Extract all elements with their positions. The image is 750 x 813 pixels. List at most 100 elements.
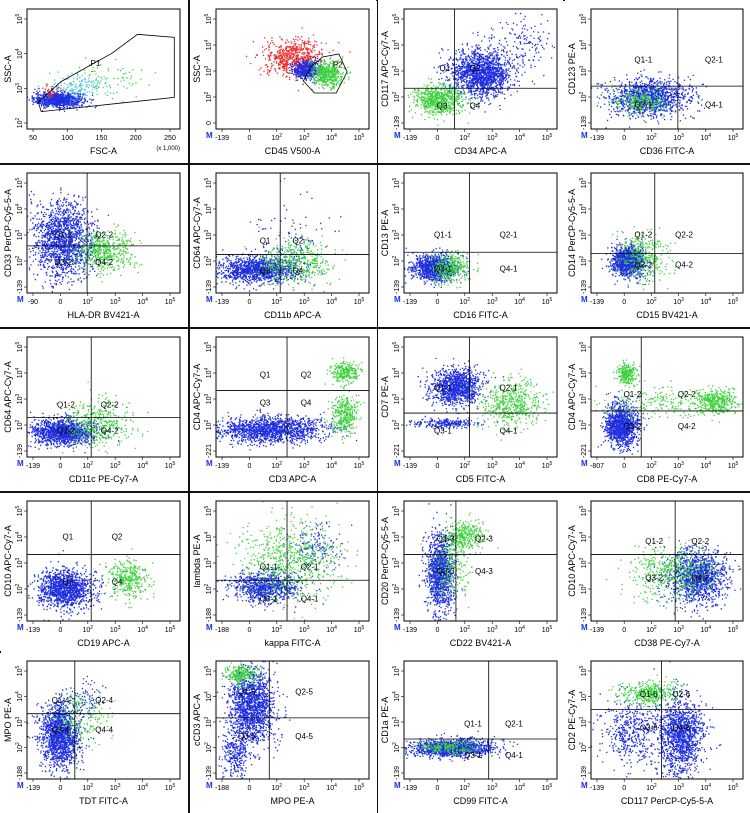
quadrant-label: Q3-1 — [434, 265, 452, 274]
y-tick-label: 105 — [579, 505, 588, 516]
x-axis-label: TDT FITC-A — [79, 796, 128, 806]
y-axis-label: CD64 APC-Cy7-A — [192, 197, 202, 269]
x-axis-label: CD117 PerCP-Cy5-5-A — [621, 796, 713, 806]
x-tick-label: 0 — [58, 299, 62, 306]
quadrant-label: Q3-2 — [624, 422, 642, 431]
quadrant-label: Q4-1 — [500, 426, 518, 435]
x-tick-label: 105 — [542, 461, 553, 470]
corner-m-badge: M — [581, 131, 588, 140]
quadrant-label: Q3-1 — [260, 595, 278, 604]
y-tick-label: 103 — [392, 393, 401, 404]
x-tick-label: 103 — [487, 783, 498, 792]
y-axis-label: CD4 APC-Cy7-A — [567, 364, 577, 431]
x-tick-label: 200 — [130, 135, 142, 142]
dot-plot-panel: Q1-2 Q2-2 Q3-2 Q4-2 -90 0 102 103 104 105 -139 102 1… — [1, 165, 188, 327]
quadrant-label: Q4-1 — [301, 595, 319, 604]
x-tick-label: 104 — [514, 297, 525, 306]
x-tick-label: 105 — [542, 133, 553, 142]
x-tick-label: 0 — [247, 299, 251, 306]
x-tick-label: -139 — [215, 463, 229, 470]
gate-label: P1 — [91, 59, 101, 68]
plot-frame — [26, 500, 181, 622]
x-axis-label: CD36 FITC-A — [640, 146, 695, 156]
quadrant-label: Q3 — [260, 267, 271, 276]
event-cloud — [216, 521, 353, 613]
quadrant-label: Q3-1 — [634, 101, 652, 110]
event-dots — [404, 247, 479, 289]
x-tick-label: 104 — [514, 461, 525, 470]
corner-m-badge: M — [17, 623, 24, 632]
event-dots — [27, 548, 155, 621]
quadrant-label: Q1-2 — [645, 537, 663, 546]
quadrant-label: Q4-3 — [475, 567, 493, 576]
x-tick-label: 105 — [165, 783, 176, 792]
y-tick-label: -139 — [581, 608, 588, 622]
event-cloud — [418, 503, 463, 621]
plot-frame — [26, 172, 181, 294]
dot-plot-panel: P1 50 100 150 200 250 102 103 104 105 FSC-A (x 1,00… — [1, 1, 188, 163]
x-tick-label: 102 — [646, 297, 657, 306]
y-tick-label: -221 — [581, 444, 588, 458]
corner-m-badge: M — [394, 295, 401, 304]
x-axis-label: CD22 BV421-A — [450, 638, 512, 648]
y-tick-label: -188 — [206, 608, 213, 622]
plot-frame — [403, 660, 558, 780]
x-tick-label: -188 — [215, 627, 229, 634]
dot-plot-panel: Q1-1 Q2-1 Q3-1 Q4-1 -139 0 102 103 104 105 -221 102… — [378, 329, 565, 491]
event-dots — [593, 359, 743, 455]
y-axis-label: CD1a PE-A — [380, 697, 390, 744]
dot-plot-svg: Q1-1 Q2-1 Q3-1 Q4-1 -139 0 102 103 104 105 -139 102… — [567, 8, 744, 156]
y-tick-label: 102 — [204, 419, 213, 430]
quadrant-label: Q1-1 — [434, 384, 452, 393]
x-tick-label: 105 — [165, 297, 176, 306]
y-tick-label: -139 — [581, 280, 588, 294]
event-cloud — [243, 226, 348, 293]
y-tick-label: -139 — [17, 608, 24, 622]
y-tick-label: 102 — [15, 742, 24, 753]
y-tick-label: -139 — [206, 766, 213, 780]
quadrant-label: Q1-1 — [634, 56, 652, 65]
x-tick-label: 102 — [272, 297, 283, 306]
quadrant-label: Q4-2 — [678, 422, 696, 431]
column-divider — [188, 0, 190, 813]
quadrant-label: Q4-1 — [500, 265, 518, 274]
x-tick-label: 103 — [673, 625, 684, 634]
dot-plot-svg: Q1-2 Q2-2 Q3-2 Q4-2 -139 0 102 103 104 105 -139 102… — [3, 336, 181, 484]
corner-m-badge: M — [206, 295, 213, 304]
quadrant-label: Q2-6 — [672, 690, 690, 699]
dot-plot-svg: P2 -139 0 102 103 104 105 0 102 103 104 105 CD45 V50… — [192, 8, 370, 156]
event-cloud — [245, 27, 351, 92]
event-dots — [591, 61, 707, 129]
y-tick-label: 104 — [579, 691, 588, 702]
x-tick-label: 103 — [487, 133, 498, 142]
quadrant-label: Q3-2 — [57, 426, 75, 435]
y-tick-label: 105 — [392, 13, 401, 24]
x-tick-label: 102 — [460, 297, 471, 306]
plot-frame — [215, 172, 370, 294]
y-tick-label: 105 — [204, 665, 213, 676]
dot-plot-panel: Q1-2 Q2-2 Q3-2 Q4-2 -807 0 102 103 104 105 -221 102… — [565, 329, 750, 491]
dot-plot-svg: Q1-2 Q2-2 Q3-2 Q4-2 -807 0 102 103 104 105 -221 102… — [567, 336, 744, 484]
x-tick-label: -139 — [215, 135, 229, 142]
event-dots — [27, 675, 116, 779]
y-tick-label: 102 — [579, 91, 588, 102]
y-tick-label: -139 — [394, 116, 401, 130]
y-axis-label: CD13 PE-A — [380, 210, 390, 257]
quadrant-label: Q1 — [440, 64, 451, 73]
x-tick-label: 105 — [728, 625, 739, 634]
event-cloud — [98, 548, 155, 609]
x-tick-label: 0 — [58, 463, 62, 470]
plot-frame — [590, 500, 744, 622]
event-cloud — [35, 687, 116, 751]
quadrant-label: Q3 — [437, 102, 448, 111]
y-tick-label: -221 — [394, 444, 401, 458]
y-tick-label: 102 — [204, 583, 213, 594]
y-tick-label: 103 — [15, 393, 24, 404]
y-tick-label: 103 — [392, 229, 401, 240]
y-axis-label: lambda PE-A — [192, 534, 202, 587]
event-cloud — [406, 357, 505, 431]
event-dots — [406, 357, 554, 441]
x-tick-label: -139 — [26, 785, 40, 792]
x-tick-label: 103 — [673, 297, 684, 306]
x-tick-label: 103 — [299, 133, 310, 142]
